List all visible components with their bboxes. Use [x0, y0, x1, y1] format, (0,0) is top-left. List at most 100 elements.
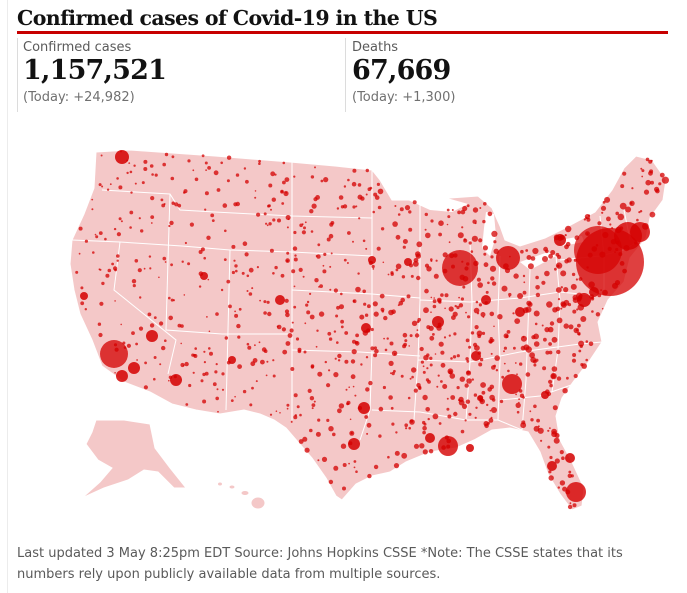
county-bubble: [363, 302, 367, 306]
county-bubble: [370, 346, 375, 351]
county-bubble: [422, 394, 428, 401]
county-bubble: [397, 213, 401, 216]
county-bubble: [247, 345, 252, 350]
county-bubble: [380, 227, 385, 231]
hotspot-bubble: [200, 272, 208, 280]
county-bubble: [228, 304, 232, 309]
county-bubble: [201, 154, 205, 158]
county-bubble: [372, 301, 378, 307]
county-bubble: [336, 305, 340, 310]
county-bubble: [617, 213, 625, 221]
county-bubble: [251, 386, 254, 390]
county-bubble: [467, 315, 471, 319]
county-bubble: [180, 342, 182, 345]
county-bubble: [98, 332, 103, 338]
case-bubbles: [75, 150, 670, 510]
county-bubble: [268, 183, 273, 188]
county-bubble: [267, 311, 272, 317]
county-bubble: [258, 341, 261, 344]
county-bubble: [535, 285, 540, 290]
county-bubble: [446, 208, 450, 212]
county-bubble: [200, 379, 204, 383]
county-bubble: [416, 329, 419, 331]
county-bubble: [323, 177, 329, 183]
county-bubble: [390, 372, 392, 375]
hotspot-bubble: [404, 258, 412, 266]
county-bubble: [424, 228, 427, 231]
county-bubble: [226, 155, 232, 160]
county-bubble: [591, 310, 594, 313]
border-w3: [165, 193, 292, 335]
county-bubble: [209, 351, 213, 356]
county-bubble: [577, 323, 581, 328]
county-bubble: [588, 341, 594, 347]
county-bubble: [429, 356, 433, 360]
county-bubble: [309, 396, 315, 401]
county-bubble: [643, 189, 650, 195]
county-bubble: [432, 413, 439, 420]
county-bubble: [212, 382, 217, 387]
hotspot-bubble: [368, 256, 376, 264]
county-bubble: [92, 251, 95, 254]
county-bubble: [448, 334, 451, 337]
county-bubble: [343, 258, 347, 262]
county-bubble: [136, 359, 139, 361]
deaths-stat: Deaths 67,669 (Today: +1,300): [345, 38, 672, 112]
county-bubble: [244, 252, 249, 257]
county-bubble: [285, 312, 290, 318]
county-bubble: [470, 250, 474, 253]
county-bubble: [595, 312, 601, 317]
county-bubble: [525, 249, 529, 252]
county-bubble: [401, 452, 408, 459]
county-bubble: [330, 252, 333, 255]
county-bubble: [460, 297, 464, 301]
county-bubble: [521, 420, 526, 425]
county-bubble: [236, 323, 241, 329]
county-bubble: [246, 290, 249, 292]
county-bubble: [287, 218, 290, 221]
county-bubble: [362, 239, 366, 243]
county-bubble: [413, 388, 418, 393]
county-bubble: [457, 210, 461, 215]
county-bubble: [153, 356, 157, 359]
county-bubble: [256, 212, 261, 217]
county-bubble: [476, 330, 483, 337]
county-bubble: [311, 407, 314, 410]
county-bubble: [497, 314, 503, 320]
hotspot-bubble: [574, 226, 622, 274]
county-bubble: [557, 486, 560, 489]
county-bubble: [410, 274, 414, 278]
county-bubble: [372, 210, 376, 214]
county-bubble: [131, 279, 137, 284]
county-bubble: [384, 348, 388, 352]
county-bubble: [533, 404, 537, 409]
county-bubble: [295, 337, 300, 341]
county-bubble: [150, 196, 155, 201]
county-bubble: [472, 219, 477, 224]
county-bubble: [290, 367, 295, 371]
county-bubble: [159, 321, 164, 326]
county-bubble: [366, 432, 369, 435]
county-bubble: [286, 226, 289, 229]
county-bubble: [639, 210, 643, 213]
county-bubble: [483, 252, 487, 256]
county-bubble: [491, 365, 496, 370]
county-bubble: [483, 202, 487, 206]
county-bubble: [568, 470, 572, 474]
county-bubble: [479, 207, 482, 209]
county-bubble: [468, 241, 472, 245]
county-bubble: [282, 349, 288, 355]
county-bubble: [104, 237, 107, 241]
county-bubble: [547, 429, 550, 432]
county-bubble: [309, 209, 314, 214]
county-bubble: [286, 407, 289, 410]
county-bubble: [297, 347, 302, 352]
county-bubble: [187, 262, 191, 266]
county-bubble: [207, 166, 212, 170]
county-bubble: [522, 290, 527, 295]
county-bubble: [474, 325, 479, 330]
county-bubble: [563, 299, 570, 306]
county-bubble: [163, 203, 166, 205]
county-bubble: [555, 252, 560, 257]
county-bubble: [322, 264, 325, 267]
